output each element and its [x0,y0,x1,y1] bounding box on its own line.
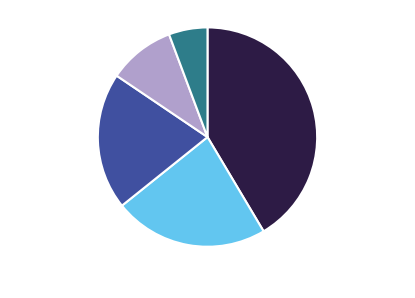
Wedge shape [208,27,317,231]
Wedge shape [98,76,208,206]
Wedge shape [117,34,208,137]
Wedge shape [169,27,208,137]
Legend: North America, Europe, Asia Pacific, Latin America, MEA: North America, Europe, Asia Pacific, Lat… [40,295,375,298]
Wedge shape [122,137,264,247]
